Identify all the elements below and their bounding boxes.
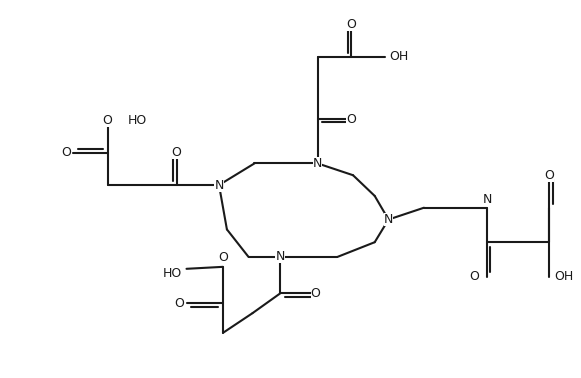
Text: O: O xyxy=(311,287,321,300)
Text: N: N xyxy=(313,157,322,170)
Text: HO: HO xyxy=(127,113,146,127)
Text: HO: HO xyxy=(162,267,182,280)
Text: O: O xyxy=(103,113,113,127)
Text: O: O xyxy=(346,18,356,31)
Text: O: O xyxy=(544,169,554,182)
Text: O: O xyxy=(218,251,228,264)
Text: N: N xyxy=(275,251,285,263)
Text: N: N xyxy=(482,193,492,206)
Text: O: O xyxy=(346,113,356,125)
Text: OH: OH xyxy=(389,51,408,64)
Text: N: N xyxy=(214,178,224,192)
Text: O: O xyxy=(172,146,182,159)
Text: OH: OH xyxy=(554,270,573,283)
Text: O: O xyxy=(469,270,479,283)
Text: O: O xyxy=(175,297,185,310)
Text: N: N xyxy=(384,213,393,226)
Text: O: O xyxy=(62,146,71,159)
